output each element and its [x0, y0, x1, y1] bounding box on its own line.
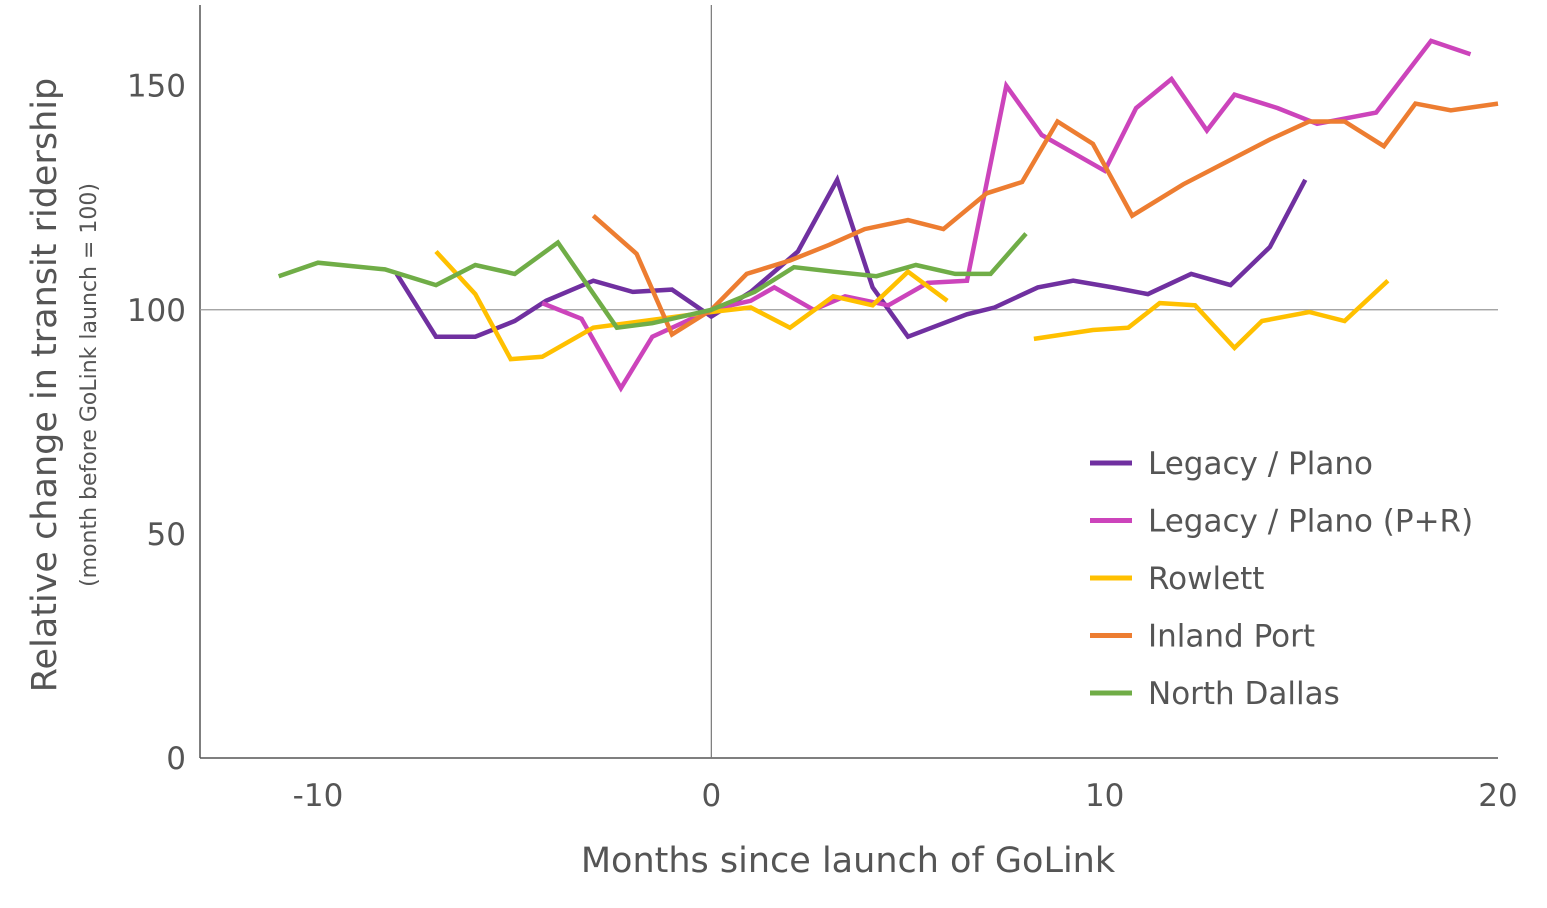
- series-lines: [277, 38, 1499, 393]
- x-tick-label: 20: [1478, 778, 1517, 814]
- series-line-segment: [434, 249, 949, 362]
- series-north-dallas: [277, 232, 1028, 331]
- legend-item: Rowlett: [1090, 561, 1264, 597]
- y-axis-subtitle: (month before GoLink launch = 100): [77, 183, 102, 587]
- series-rowlett: [434, 249, 1390, 362]
- legend-label: Legacy / Plano: [1148, 446, 1373, 482]
- legend-label: Inland Port: [1148, 619, 1315, 655]
- y-tick-label: 50: [147, 517, 186, 553]
- x-axis-title: Months since launch of GoLink: [581, 841, 1116, 881]
- legend-label: North Dallas: [1148, 676, 1340, 712]
- series-line-segment: [541, 38, 1472, 393]
- y-axis-title: Relative change in transit ridership: [25, 78, 65, 692]
- tick-labels: -10 0 10 20 0 50 100 150: [127, 69, 1518, 814]
- legend-item: Inland Port: [1090, 619, 1315, 655]
- legend-item: Legacy / Plano: [1090, 446, 1373, 482]
- legend-label: Rowlett: [1148, 561, 1264, 597]
- legend-label: Legacy / Plano (P+R): [1148, 504, 1473, 540]
- legend: Legacy / Plano Legacy / Plano (P+R) Rowlet…: [1090, 446, 1473, 712]
- series-legacy-plano-p-r: [541, 38, 1472, 393]
- y-tick-label: 100: [127, 293, 186, 329]
- x-tick-label: -10: [293, 778, 344, 814]
- series-line-segment: [591, 101, 1499, 338]
- axes: [199, 5, 1498, 759]
- y-tick-label: 0: [166, 741, 186, 777]
- y-tick-label: 150: [127, 69, 186, 105]
- y-axis-title-group: Relative change in transit ridership: [25, 78, 65, 692]
- y-axis-subtitle-group: (month before GoLink launch = 100): [77, 183, 102, 587]
- x-tick-label: 10: [1085, 778, 1124, 814]
- x-tick-label: 0: [701, 778, 721, 814]
- series-inland-port: [591, 101, 1499, 338]
- legend-item: Legacy / Plano (P+R): [1090, 504, 1473, 540]
- series-line-segment: [277, 232, 1028, 331]
- series-line-segment: [1033, 279, 1390, 352]
- legend-item: North Dallas: [1090, 676, 1340, 712]
